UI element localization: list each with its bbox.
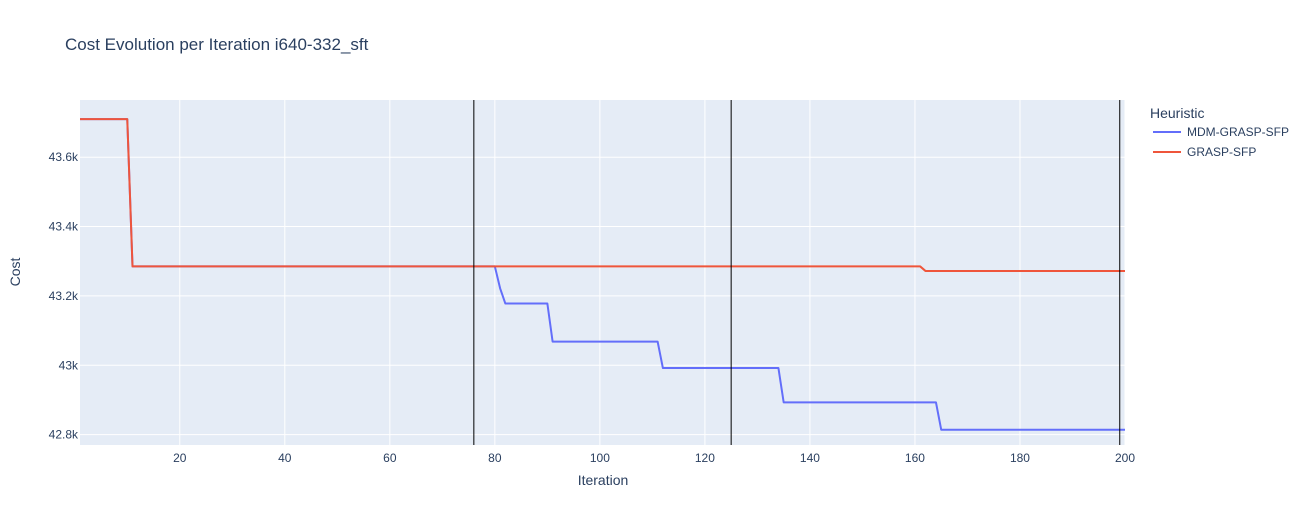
x-axis-title: Iteration xyxy=(578,472,629,488)
x-axis-ticks: 20 40 60 80 100 120 140 160 180 200 xyxy=(173,451,1135,465)
legend-title: Heuristic xyxy=(1150,105,1204,121)
x-tick-label: 140 xyxy=(800,451,820,465)
y-tick-label: 43.6k xyxy=(49,150,79,164)
y-gridlines xyxy=(80,156,1125,436)
legend-item[interactable]: MDM-GRASP-SFP xyxy=(1153,125,1289,139)
x-tick-label: 160 xyxy=(905,451,925,465)
x-tick-label: 200 xyxy=(1115,451,1135,465)
y-tick-label: 43k xyxy=(59,358,79,372)
x-tick-label: 80 xyxy=(488,451,502,465)
x-tick-label: 180 xyxy=(1010,451,1030,465)
chart-title: Cost Evolution per Iteration i640-332_sf… xyxy=(65,35,369,54)
series-layer xyxy=(80,118,1125,431)
vertical-markers xyxy=(473,100,1121,445)
legend: Heuristic MDM-GRASP-SFP GRASP-SFP xyxy=(1150,105,1289,159)
legend-item[interactable]: GRASP-SFP xyxy=(1153,145,1256,159)
plot-area xyxy=(80,100,1125,445)
y-tick-label: 43.4k xyxy=(49,220,79,234)
legend-label: MDM-GRASP-SFP xyxy=(1187,125,1289,139)
x-tick-label: 120 xyxy=(695,451,715,465)
x-tick-label: 40 xyxy=(278,451,292,465)
y-axis-ticks: 42.8k 43k 43.2k 43.4k 43.6k xyxy=(49,150,79,441)
y-axis-title: Cost xyxy=(7,258,23,287)
series-line-grasp-sfp xyxy=(80,118,1125,272)
legend-label: GRASP-SFP xyxy=(1187,145,1256,159)
x-tick-label: 20 xyxy=(173,451,187,465)
y-tick-label: 43.2k xyxy=(49,289,79,303)
x-tick-label: 100 xyxy=(590,451,610,465)
x-tick-label: 60 xyxy=(383,451,397,465)
y-tick-label: 42.8k xyxy=(49,428,79,442)
